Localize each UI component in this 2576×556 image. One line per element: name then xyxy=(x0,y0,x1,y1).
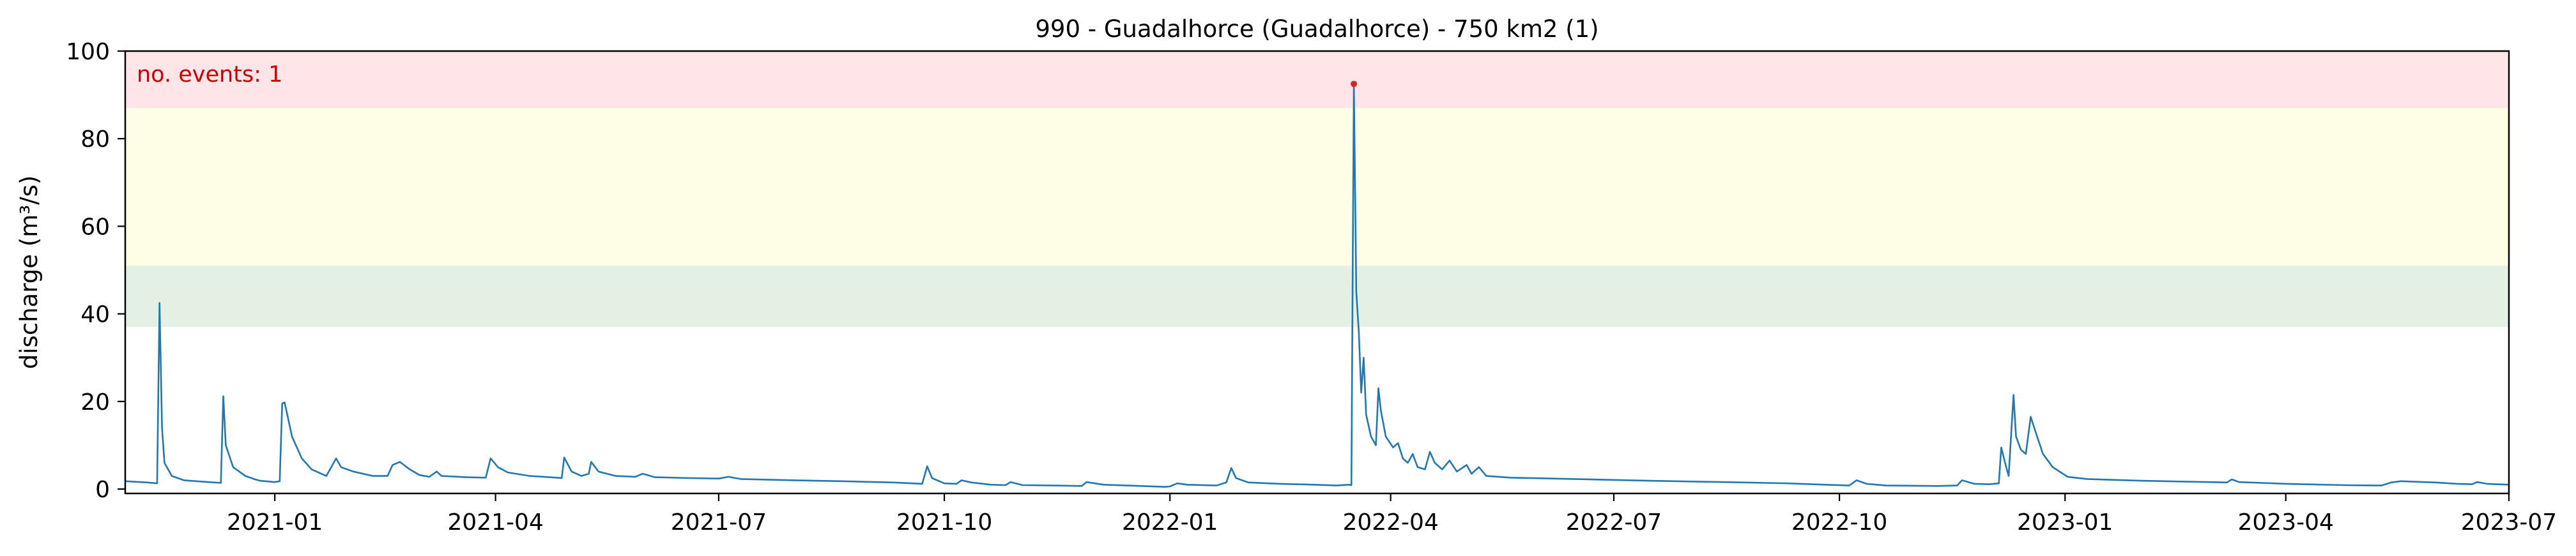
x-tick-label: 2022-07 xyxy=(1566,509,1662,536)
threshold-bands xyxy=(125,51,2509,327)
x-tick-label: 2021-10 xyxy=(896,509,992,536)
y-tick-label: 0 xyxy=(95,477,110,503)
x-tick-label: 2023-07 xyxy=(2461,509,2557,536)
threshold-band-2 xyxy=(125,108,2509,266)
event-count-annotation: no. events: 1 xyxy=(137,62,282,87)
x-tick-label: 2021-04 xyxy=(447,509,543,536)
y-tick-label: 40 xyxy=(80,302,110,328)
x-tick-label: 2022-04 xyxy=(1342,509,1438,536)
x-tick-label: 2023-04 xyxy=(2237,509,2333,536)
x-tick-label: 2022-01 xyxy=(1122,509,1218,536)
y-tick-label: 80 xyxy=(80,126,110,153)
x-tick-label: 2021-01 xyxy=(227,509,323,536)
event-markers xyxy=(1351,80,1358,87)
discharge-line-1 xyxy=(125,83,2510,488)
threshold-band-3 xyxy=(125,51,2509,109)
x-tick-label: 2021-07 xyxy=(671,509,767,536)
y-tick-label: 20 xyxy=(80,389,110,416)
plot-frame xyxy=(124,50,2510,495)
event-marker-1 xyxy=(1351,80,1358,87)
discharge-series-group xyxy=(125,83,2510,488)
y-axis-label: discharge (m³/s) xyxy=(15,176,43,370)
y-tick-label: 60 xyxy=(80,214,110,240)
y-axis-ticks: 0 20 40 60 80 100 xyxy=(66,39,125,503)
threshold-band-1 xyxy=(125,266,2509,327)
x-tick-label: 2023-01 xyxy=(2017,509,2113,536)
x-axis-ticks: 2021-01 2021-04 2021-07 2021-10 2022-01 2022-… xyxy=(227,493,2557,536)
chart-title: 990 - Guadalhorce (Guadalhorce) - 750 km… xyxy=(1035,15,1598,43)
x-tick-label: 2022-10 xyxy=(1791,509,1887,536)
y-tick-label: 100 xyxy=(66,39,110,65)
